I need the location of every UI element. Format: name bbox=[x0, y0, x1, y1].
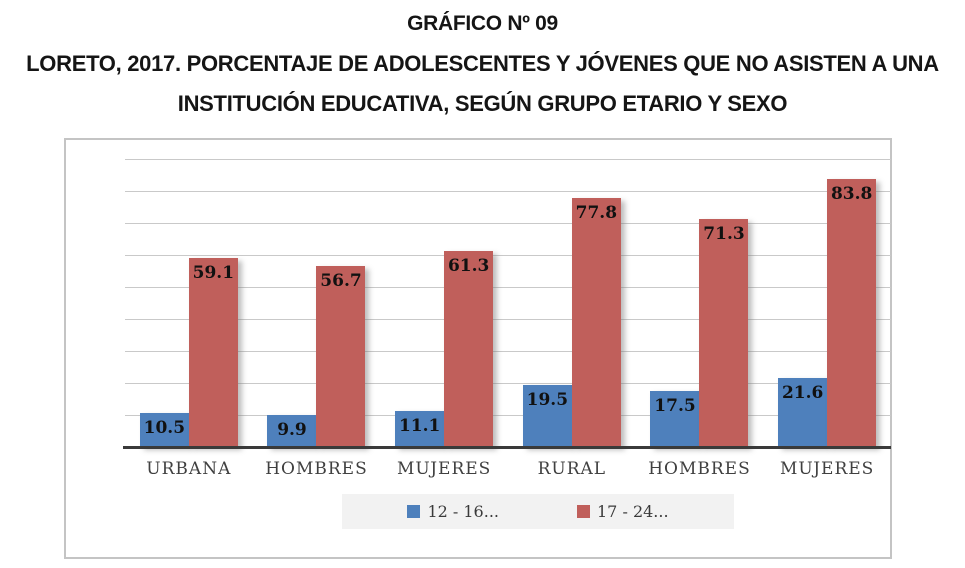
bar-group: 10.5 59.1 bbox=[125, 159, 253, 447]
bar-value-label: 77.8 bbox=[575, 203, 618, 224]
legend-label: 12 - 16... bbox=[427, 502, 499, 521]
bar-series-2: 83.8 bbox=[827, 178, 877, 447]
category-label: URBANA bbox=[146, 459, 232, 479]
legend-swatch-icon bbox=[407, 505, 421, 518]
bar-value-label: 11.1 bbox=[398, 416, 441, 437]
bar-value-label: 9.9 bbox=[277, 420, 307, 441]
bar-value-label: 59.1 bbox=[192, 262, 235, 283]
bar-group: 19.5 77.8 bbox=[508, 159, 636, 447]
bar-series-1: 9.9 bbox=[267, 415, 317, 447]
bar-value-label: 21.6 bbox=[781, 382, 824, 403]
bar-value-label: 61.3 bbox=[447, 255, 490, 276]
category-label: HOMBRES bbox=[265, 459, 368, 479]
gridline bbox=[125, 351, 891, 352]
bar-group: 21.6 83.8 bbox=[763, 159, 891, 447]
category-label: MUJERES bbox=[779, 459, 875, 479]
bar-series-2: 59.1 bbox=[188, 257, 238, 447]
bar-group: 9.9 56.7 bbox=[253, 159, 381, 447]
bar-series-1: 17.5 bbox=[650, 391, 700, 447]
bar-series-2: 71.3 bbox=[699, 218, 749, 447]
category-axis: URBANA HOMBRES MUJERES RURAL HOMBRES MUJERES bbox=[125, 454, 891, 484]
bar-series-1: 21.6 bbox=[778, 377, 828, 447]
gridline bbox=[125, 319, 891, 320]
x-axis-line bbox=[123, 446, 891, 449]
gridline bbox=[125, 415, 891, 416]
chart-title: GRÁFICO Nº 09 LORETO, 2017. PORCENTAJE D… bbox=[0, 4, 965, 124]
legend-swatch-icon bbox=[577, 505, 590, 518]
title-line-2: LORETO, 2017. PORCENTAJE DE ADOLESCENTES… bbox=[26, 51, 939, 76]
bar-series-2: 56.7 bbox=[316, 265, 366, 447]
bar-value-label: 19.5 bbox=[526, 389, 569, 410]
gridline bbox=[125, 383, 891, 384]
bar-value-label: 56.7 bbox=[320, 270, 362, 291]
bar-value-label: 83.8 bbox=[830, 183, 873, 204]
category-label: MUJERES bbox=[396, 459, 492, 479]
title-line-1: GRÁFICO Nº 09 bbox=[407, 12, 558, 35]
bar-series-1: 10.5 bbox=[139, 413, 189, 447]
bar-series-2: 77.8 bbox=[571, 198, 621, 447]
legend: 12 - 16... 17 - 24... bbox=[342, 494, 734, 529]
category-label: RURAL bbox=[537, 459, 607, 479]
gridline bbox=[125, 191, 891, 192]
bar-value-label: 71.3 bbox=[703, 223, 745, 244]
bar-group: 11.1 61.3 bbox=[380, 159, 508, 447]
gridline bbox=[125, 255, 891, 256]
bar-series-1: 11.1 bbox=[395, 411, 445, 447]
bar-value-label: 17.5 bbox=[654, 396, 696, 416]
plot-area: 10.5 59.1 9.9 56.7 11.1 61.3 19.5 77.8 17.5 71.3 2… bbox=[123, 159, 891, 449]
legend-item: 12 - 16... bbox=[407, 502, 499, 521]
bar-series-1: 19.5 bbox=[522, 384, 572, 447]
legend-item: 17 - 24... bbox=[577, 502, 669, 521]
legend-label: 17 - 24... bbox=[597, 502, 669, 521]
chart-area: 10.5 59.1 9.9 56.7 11.1 61.3 19.5 77.8 17.5 71.3 2… bbox=[64, 138, 892, 559]
title-line-3: INSTITUCIÓN EDUCATIVA, SEGÚN GRUPO ETARI… bbox=[177, 91, 788, 116]
gridline bbox=[125, 287, 891, 288]
bar-series-2: 61.3 bbox=[444, 250, 494, 447]
bar-value-label: 10.5 bbox=[143, 418, 186, 439]
gridline bbox=[125, 223, 891, 224]
gridline bbox=[125, 159, 891, 160]
bar-group: 17.5 71.3 bbox=[636, 159, 764, 447]
category-label: HOMBRES bbox=[648, 459, 751, 479]
